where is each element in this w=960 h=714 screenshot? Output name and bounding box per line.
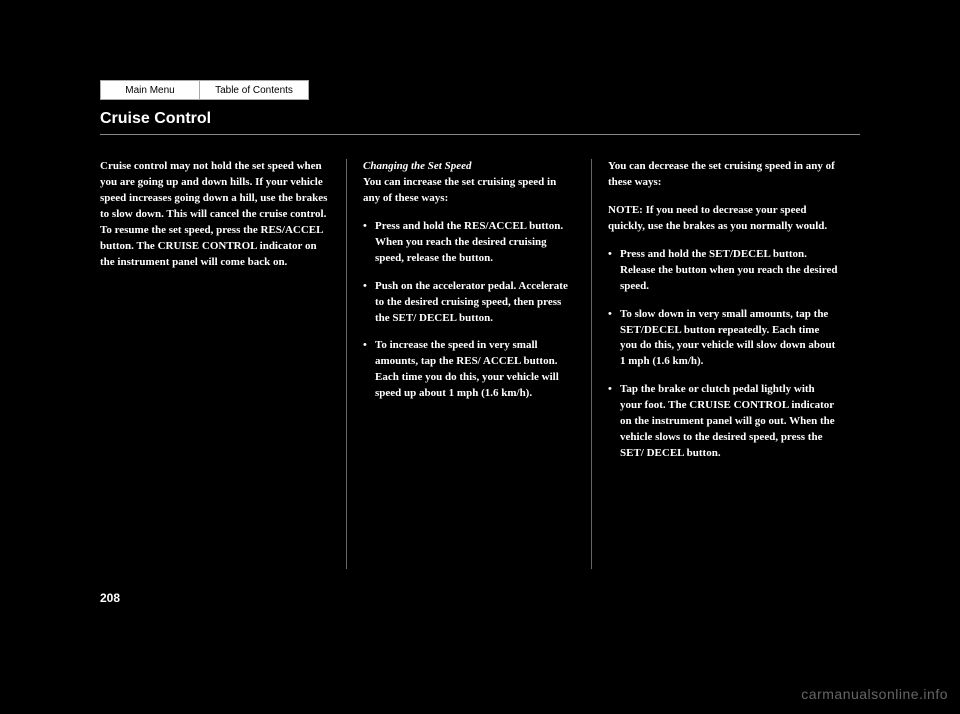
horizontal-rule: [100, 134, 860, 135]
section-title: Cruise Control: [100, 110, 860, 128]
bullet-item: Press and hold the RES/ACCEL button. Whe…: [363, 219, 575, 267]
bullet-item: To slow down in very small amounts, tap …: [608, 307, 838, 371]
main-menu-button[interactable]: Main Menu: [100, 80, 200, 100]
intro-text: You can increase the set cruising speed …: [363, 176, 556, 204]
page-number: 208: [100, 591, 860, 605]
nav-bar: Main Menu Table of Contents: [100, 80, 860, 100]
column-1: Cruise control may not hold the set spee…: [100, 159, 346, 569]
paragraph: Changing the Set Speed You can increase …: [363, 159, 575, 207]
manual-page: Main Menu Table of Contents Cruise Contr…: [100, 80, 860, 640]
note-paragraph: NOTE: If you need to decrease your speed…: [608, 203, 838, 235]
sub-heading: Changing the Set Speed: [363, 160, 472, 172]
bullet-item: Press and hold the SET/DECEL button. Rel…: [608, 247, 838, 295]
watermark: carmanualsonline.info: [801, 686, 948, 702]
table-of-contents-button[interactable]: Table of Contents: [199, 80, 309, 100]
paragraph: You can decrease the set cruising speed …: [608, 159, 838, 191]
bullet-item: Push on the accelerator pedal. Accelerat…: [363, 279, 575, 327]
bullet-item: Tap the brake or clutch pedal lightly wi…: [608, 382, 838, 462]
paragraph: Cruise control may not hold the set spee…: [100, 159, 330, 271]
bullet-item: To increase the speed in very small amou…: [363, 338, 575, 402]
column-2: Changing the Set Speed You can increase …: [346, 159, 592, 569]
column-3: You can decrease the set cruising speed …: [592, 159, 838, 569]
content-columns: Cruise control may not hold the set spee…: [100, 159, 860, 569]
